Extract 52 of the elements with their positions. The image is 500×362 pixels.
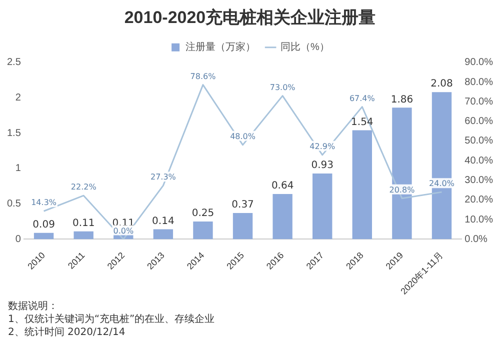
bar <box>352 130 372 240</box>
y2-tick-label: 90.0% <box>464 57 494 68</box>
data-label: 48.0% <box>230 132 256 141</box>
y-tick-label: 1 <box>15 163 22 174</box>
bar <box>432 92 452 240</box>
data-label: 0.0% <box>113 226 134 236</box>
data-label: 20.8% <box>389 185 416 194</box>
data-label: 24.0% <box>429 179 455 188</box>
data-label: 42.9% <box>310 142 336 152</box>
y2-tick-label: 20.0% <box>464 194 494 206</box>
bar <box>153 229 174 240</box>
y-tick-label: 0 <box>15 234 22 245</box>
bar <box>34 232 54 240</box>
data-label: 27.3% <box>150 172 176 182</box>
y2-tick-label: 50.0% <box>464 136 494 147</box>
data-label: 0.14 <box>152 216 174 227</box>
y2-tick-label: 40.0% <box>464 155 494 166</box>
y2-tick-label: 60.0% <box>464 116 494 128</box>
bar <box>74 231 94 240</box>
chart-title: 2010-2020充电桩相关企业注册量 <box>124 8 376 27</box>
data-label: 0.37 <box>232 200 254 211</box>
data-label: 67.4% <box>349 94 376 103</box>
data-label: 0.64 <box>271 180 294 192</box>
bar <box>193 222 213 240</box>
data-label: 0.09 <box>32 219 55 230</box>
text: 2、统计时间 2020/12/14 <box>8 326 126 339</box>
bar <box>272 194 292 240</box>
y2-tick-label: 10.0% <box>464 214 494 226</box>
text: 1、仅统计关键词为“充电桩”的在业、存续企业 <box>8 313 215 326</box>
y-tick-label: 2 <box>15 92 22 104</box>
data-label: 0.93 <box>311 160 334 172</box>
data-label: 1.86 <box>390 94 414 106</box>
y2-tick-label: 30.0% <box>464 175 494 186</box>
data-label: 0.25 <box>192 208 214 220</box>
legend-label: 注册量（万家） <box>186 41 256 54</box>
text: 数据说明： <box>8 300 59 313</box>
data-label: 78.6% <box>190 72 216 81</box>
data-label: 22.2% <box>70 182 97 192</box>
y-tick-label: 2.5 <box>6 57 22 68</box>
y2-tick-label: 80.0% <box>464 76 494 88</box>
bar <box>232 213 253 240</box>
data-label: 2.08 <box>430 78 453 90</box>
y-tick-label: 1.5 <box>6 128 22 139</box>
data-label: 1.54 <box>351 116 374 128</box>
y-tick-label: 0.5 <box>6 198 22 210</box>
legend-label: 同比（%） <box>280 41 330 54</box>
y2-tick-label: 0.0% <box>464 234 488 245</box>
y2-tick-label: 70.0% <box>464 96 494 108</box>
data-label: 0.11 <box>72 218 95 230</box>
data-label: 73.0% <box>270 82 296 92</box>
bar <box>312 173 332 240</box>
data-label: 14.3% <box>31 198 57 208</box>
